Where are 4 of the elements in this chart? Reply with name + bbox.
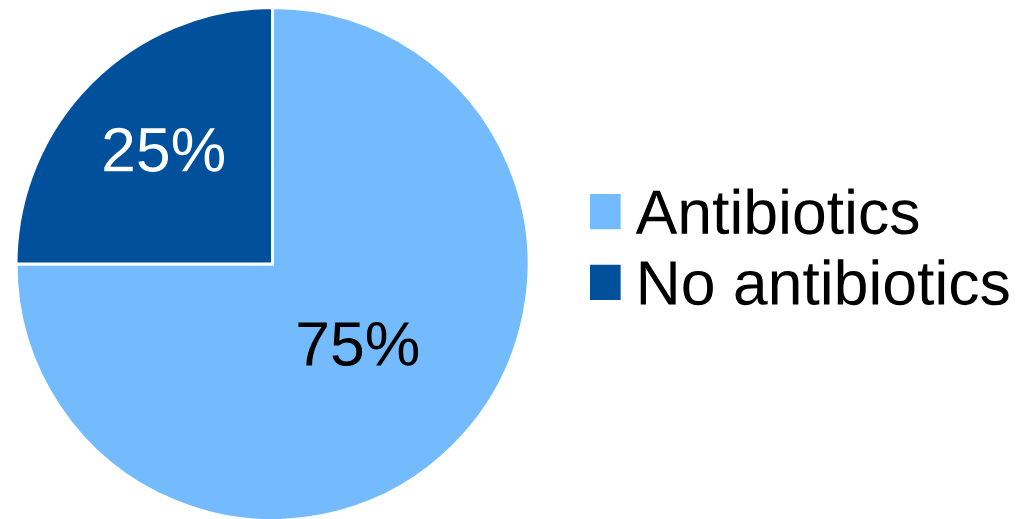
- legend-label: No antibiotics: [640, 259, 1009, 306]
- data-label: 75%: [298, 322, 419, 367]
- legend-label: Antibiotics: [635, 188, 919, 235]
- data-label: 25%: [104, 127, 224, 172]
